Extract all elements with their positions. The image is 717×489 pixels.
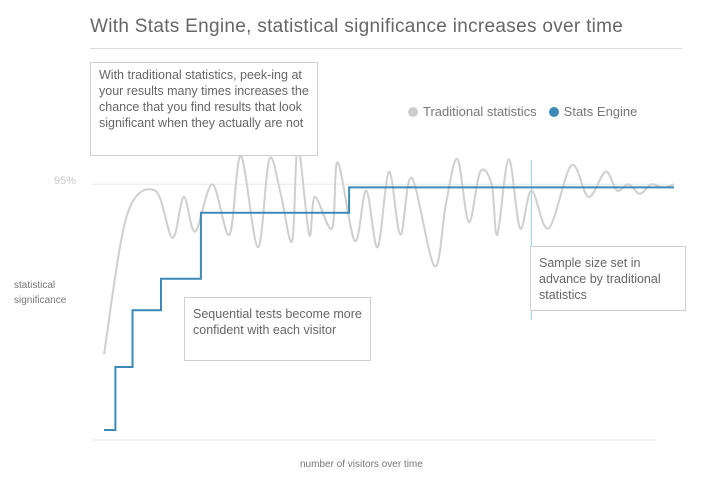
y-tick-label-95: 95% — [54, 175, 77, 187]
legend-item-stats-engine: Stats Engine — [548, 104, 638, 119]
chart-title: With Stats Engine, statistical significa… — [90, 16, 624, 37]
y-axis-label: statistical significance — [14, 280, 67, 306]
legend: Traditional statistics Stats Engine — [408, 104, 649, 119]
annotation-sequential: Sequential tests become more confident w… — [184, 297, 371, 361]
legend-dot-icon — [408, 106, 418, 117]
annotation-peeking: With traditional statistics, peek-ing at… — [90, 62, 318, 156]
x-axis-label: number of visitors over time — [300, 459, 423, 470]
legend-label: Stats Engine — [563, 104, 638, 119]
annotation-sample-size: Sample size set in advance by traditiona… — [530, 246, 686, 311]
title-divider — [90, 48, 682, 49]
legend-dot-icon — [548, 106, 559, 117]
legend-label: Traditional statistics — [423, 104, 537, 119]
legend-item-traditional: Traditional statistics — [408, 104, 537, 119]
series-line-traditional — [103, 145, 675, 355]
series-line-stats-engine — [104, 186, 674, 431]
